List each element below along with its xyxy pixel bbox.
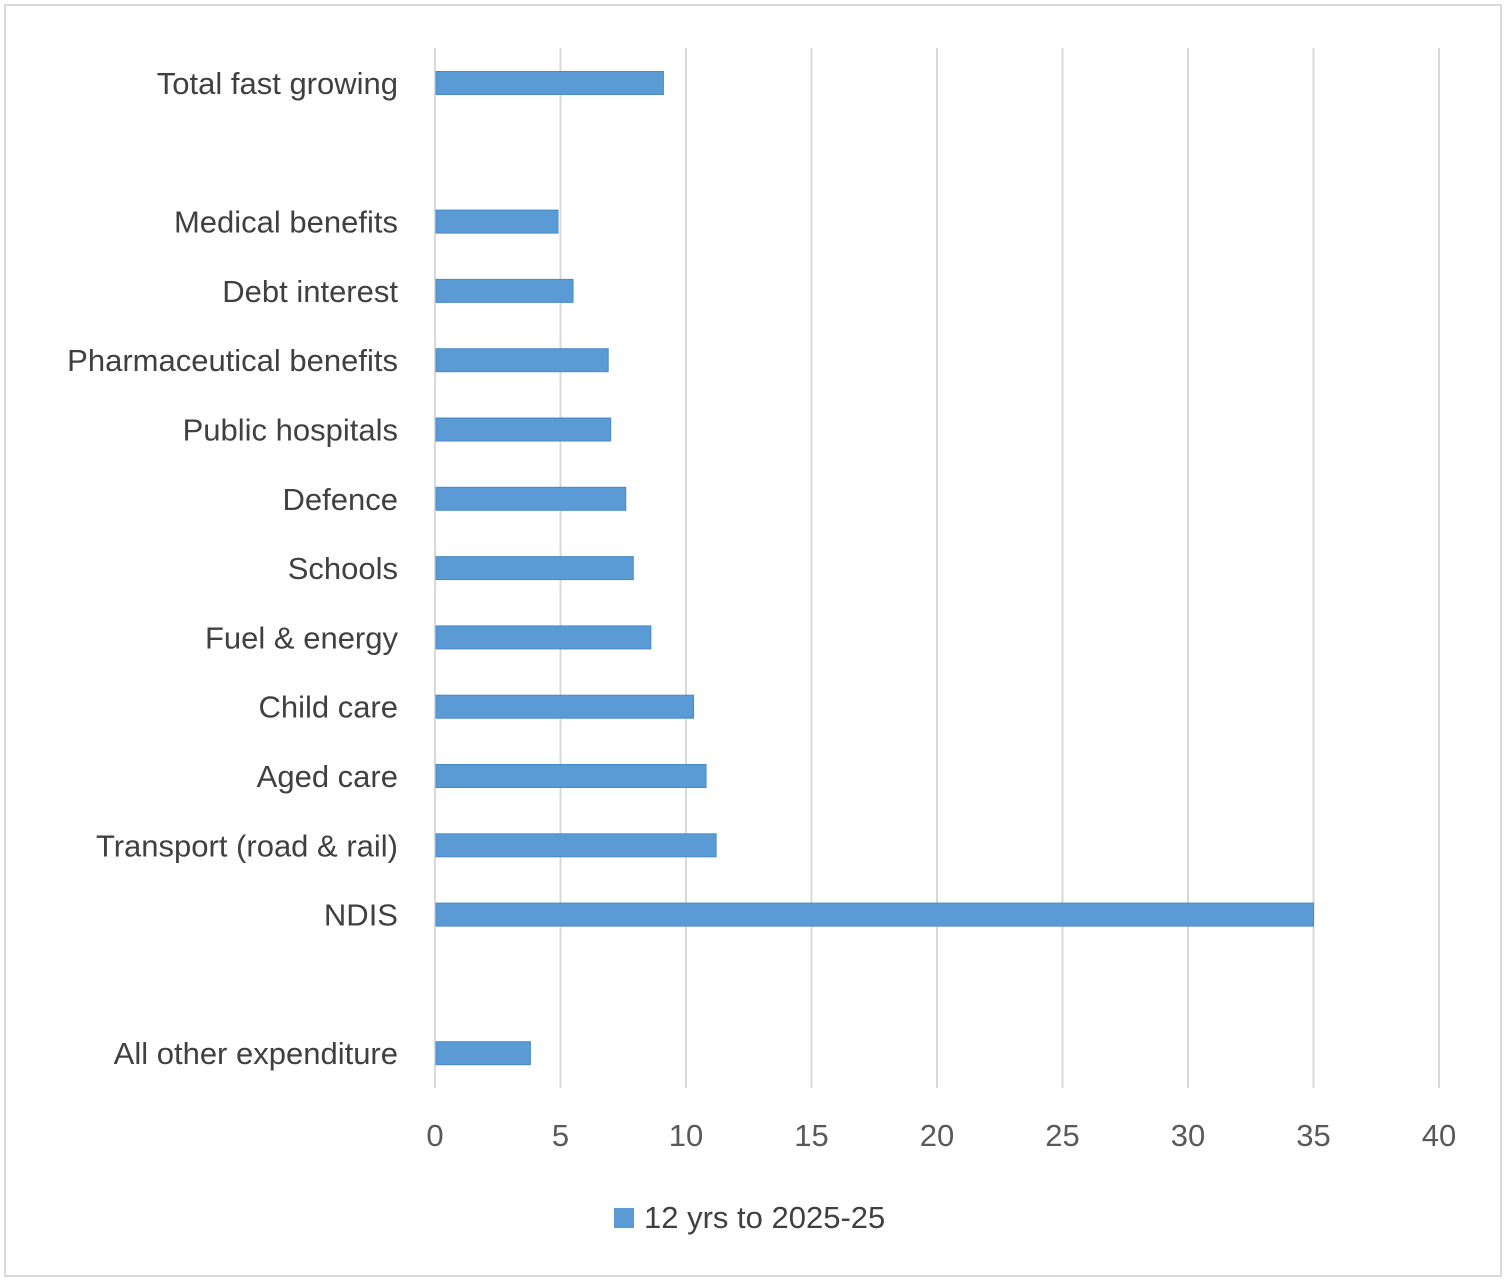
- legend-swatch: [614, 1208, 634, 1228]
- category-label: Debt interest: [222, 274, 398, 309]
- bar: [435, 1041, 531, 1066]
- x-tick-label: 25: [1045, 1118, 1079, 1153]
- legend-label: 12 yrs to 2025-25: [644, 1200, 885, 1235]
- bar: [435, 556, 634, 581]
- bar: [435, 833, 717, 858]
- bar: [435, 348, 609, 373]
- category-label: NDIS: [324, 898, 398, 933]
- category-label: Total fast growing: [157, 66, 398, 101]
- legend: 12 yrs to 2025-25: [614, 1200, 885, 1235]
- bar: [435, 417, 612, 442]
- x-tick-label: 35: [1296, 1118, 1330, 1153]
- bar: [435, 625, 652, 650]
- bar: [435, 209, 559, 234]
- x-tick-label: 0: [426, 1118, 443, 1153]
- bar: [435, 902, 1314, 927]
- category-label: Aged care: [257, 759, 398, 794]
- x-tick-label: 5: [552, 1118, 569, 1153]
- category-label: Medical benefits: [174, 205, 398, 240]
- x-tick-label: 30: [1171, 1118, 1205, 1153]
- bar: [435, 71, 664, 95]
- bar: [435, 764, 707, 788]
- x-axis-ticks: 0 5 10 15 20 25 30 35 40: [426, 1118, 1456, 1153]
- category-label: Fuel & energy: [205, 620, 398, 655]
- x-tick-label: 15: [794, 1118, 828, 1153]
- x-tick-label: 40: [1422, 1118, 1456, 1153]
- bar: [435, 694, 695, 719]
- chart-frame: [4, 4, 1502, 1277]
- category-label: Defence: [283, 482, 398, 517]
- category-label: All other expenditure: [114, 1036, 398, 1071]
- category-label: Schools: [288, 551, 398, 586]
- category-label: Pharmaceutical benefits: [67, 343, 398, 378]
- category-label: Child care: [258, 690, 398, 725]
- bar: [435, 278, 574, 303]
- category-label: Public hospitals: [183, 413, 398, 448]
- bar: [435, 486, 627, 511]
- category-labels: Total fast growing Medical benefits Debt i…: [67, 66, 398, 1071]
- bars: [435, 71, 1314, 1066]
- category-label: Transport (road & rail): [96, 828, 398, 863]
- x-tick-label: 20: [920, 1118, 954, 1153]
- x-tick-label: 10: [669, 1118, 703, 1153]
